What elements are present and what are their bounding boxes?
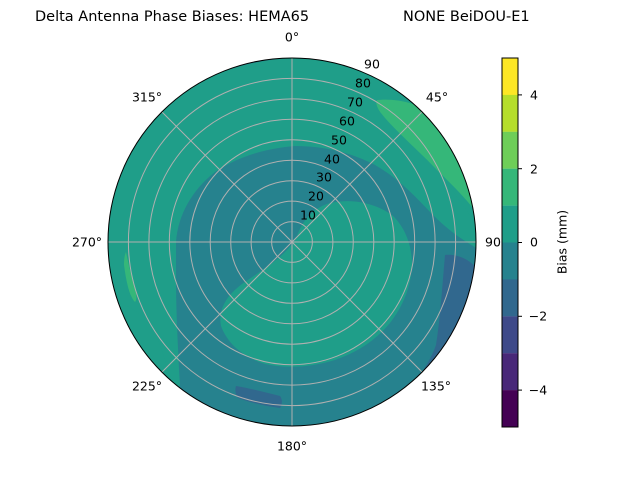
angle-tick-135: 135° — [420, 378, 452, 394]
radial-tick-90: 90 — [364, 56, 380, 72]
angle-tick-0: 0° — [284, 29, 300, 45]
angle-tick-270: 270° — [71, 234, 103, 250]
radial-tick-20: 20 — [308, 188, 324, 204]
radial-tick-40: 40 — [324, 151, 340, 167]
angle-tick-45: 45° — [425, 89, 449, 105]
angle-tick-225: 225° — [131, 378, 163, 394]
radial-tick-50: 50 — [331, 132, 347, 148]
radial-tick-60: 60 — [339, 113, 355, 129]
angle-tick-90: 90 — [485, 234, 501, 250]
chart-title-left: Delta Antenna Phase Biases: HEMA65 — [35, 9, 310, 25]
angle-tick-315: 315° — [131, 89, 163, 105]
angle-tick-180: 180° — [276, 438, 308, 454]
polar-frame — [107, 57, 477, 427]
colorbar-tick-2: 2 — [530, 161, 538, 177]
radial-tick-30: 30 — [316, 169, 332, 185]
radial-tick-10: 10 — [300, 207, 316, 223]
radial-tick-80: 80 — [355, 75, 371, 91]
colorbar-label: Bias (mm) — [554, 209, 570, 275]
chart-title-right: NONE BeiDOU-E1 — [403, 9, 530, 25]
colorbar-tick-neg2: −2 — [528, 308, 548, 324]
colorbar — [501, 57, 522, 428]
colorbar-tick-0: 0 — [530, 234, 538, 250]
angular-gridlines — [108, 58, 476, 426]
radial-tick-70: 70 — [347, 94, 363, 110]
colorbar-tick-neg4: −4 — [528, 382, 548, 398]
colorbar-tick-4: 4 — [530, 87, 538, 103]
